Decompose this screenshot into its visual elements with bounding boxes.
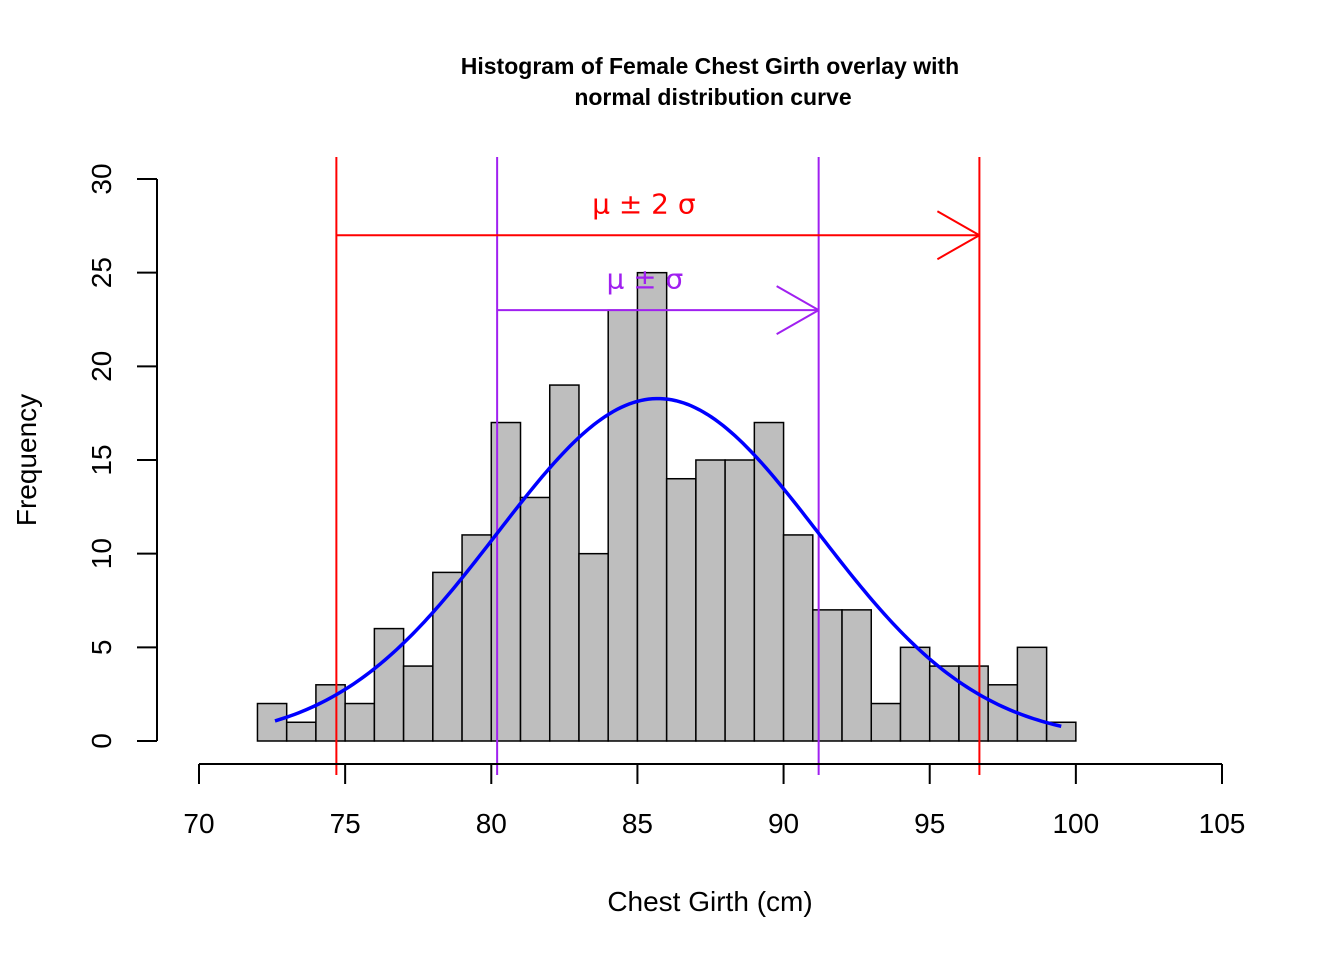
histogram-bar <box>344 702 376 742</box>
two-sigma-arrow-head-lower <box>936 234 980 261</box>
one-sigma-arrow-head-upper <box>776 285 820 312</box>
x-tick-label: 75 <box>330 808 361 839</box>
histogram-bar <box>548 384 580 742</box>
histogram-bar <box>782 534 814 742</box>
histogram-bar <box>841 609 873 742</box>
one-sigma-arrow-head-lower <box>776 309 820 336</box>
y-axis-label: Frequency <box>11 394 42 526</box>
y-tick-label: 15 <box>86 444 117 475</box>
y-tick-label: 10 <box>86 538 117 569</box>
histogram-bar <box>636 271 668 742</box>
x-tick-label: 70 <box>183 808 214 839</box>
histogram-bar <box>812 609 843 742</box>
histogram-bar <box>870 702 902 742</box>
histogram-bar <box>461 534 493 742</box>
histogram-bar <box>1016 646 1048 742</box>
histogram-bar <box>256 702 288 742</box>
x-tick-label: 95 <box>914 808 945 839</box>
histogram-bar <box>665 477 697 742</box>
histogram-bar <box>1045 721 1077 742</box>
sigma-annotations: μ ± 2 σ μ ± σ <box>336 187 980 336</box>
x-tick-label: 85 <box>622 808 653 839</box>
histogram-bar <box>987 684 1019 742</box>
histogram-bar <box>958 665 989 742</box>
two-sigma-arrow-head-upper <box>936 210 980 237</box>
histogram-bar <box>607 309 639 742</box>
x-tick-label: 105 <box>1199 808 1246 839</box>
two-sigma-label: μ ± 2 σ <box>592 187 696 220</box>
x-tick-label: 80 <box>476 808 507 839</box>
normal-curve <box>274 396 1062 728</box>
sigma-lines <box>335 157 981 775</box>
histogram-bar <box>402 665 434 742</box>
x-axis: 70 75 80 85 90 95 100 105 <box>183 763 1246 839</box>
chart-title-line1: Histogram of Female Chest Girth overlay … <box>461 53 959 79</box>
histogram-bars <box>256 271 1077 742</box>
one-sigma-label: μ ± σ <box>606 262 683 295</box>
y-tick-label: 5 <box>86 640 117 656</box>
histogram-bar <box>519 496 551 742</box>
y-tick-label: 25 <box>86 257 117 288</box>
histogram-bar <box>490 421 522 742</box>
y-tick-label: 20 <box>86 351 117 382</box>
normal-curve-layer <box>274 396 1062 728</box>
histogram-bar <box>432 571 463 742</box>
x-tick-label: 100 <box>1052 808 1099 839</box>
chart-title-line2: normal distribution curve <box>574 84 851 110</box>
x-tick-label: 90 <box>768 808 799 839</box>
y-tick-label: 30 <box>86 163 117 194</box>
histogram-bar <box>724 459 756 742</box>
histogram-bar <box>695 459 726 742</box>
y-axis: 0 5 10 15 20 25 30 <box>86 163 158 749</box>
y-tick-label: 0 <box>86 733 117 749</box>
histogram-bar <box>285 721 317 742</box>
x-axis-label: Chest Girth (cm) <box>607 886 812 917</box>
histogram-bar <box>578 552 609 742</box>
histogram-bar <box>899 646 931 742</box>
